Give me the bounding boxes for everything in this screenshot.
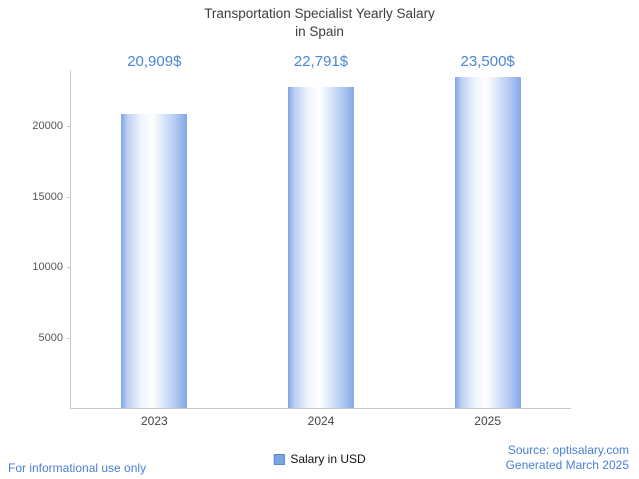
- source-link[interactable]: Source: optisalary.com: [507, 443, 629, 457]
- legend-marker-icon: [273, 453, 285, 465]
- bar-2024: [288, 87, 354, 408]
- y-axis-tick-label: 5000: [38, 331, 63, 344]
- bar-value-label: 20,909$: [127, 53, 182, 70]
- y-axis-tick-mark: [67, 267, 71, 269]
- bar-2025: [454, 77, 521, 408]
- y-axis-tick-label: 10000: [32, 261, 63, 274]
- y-axis-tick-label: 15000: [32, 190, 63, 203]
- disclaimer-text: For informational use only: [8, 461, 147, 475]
- y-axis-tick-mark: [67, 337, 71, 339]
- plot-area: 5000 10000 15000 20000 20,909$ 2023 22,791$ 202…: [32, 53, 571, 428]
- legend-label: Salary in USD: [290, 452, 366, 466]
- x-axis-tick-label: 2024: [307, 414, 335, 428]
- chart-title-line2: in Spain: [295, 24, 344, 39]
- legend: Salary in USD: [273, 452, 366, 466]
- bar-2023: [121, 114, 188, 408]
- y-axis-tick-label: 20000: [32, 120, 63, 133]
- attribution: Source: optisalary.com Generated March 2…: [506, 443, 629, 473]
- bar-value-label: 23,500$: [460, 53, 515, 70]
- x-axis-tick-label: 2025: [474, 414, 501, 428]
- chart-title-line1: Transportation Specialist Yearly Salary: [204, 6, 435, 21]
- x-axis-tick-label: 2023: [140, 414, 168, 428]
- chart-title: Transportation Specialist Yearly Salary …: [0, 5, 639, 41]
- generated-date: Generated March 2025: [505, 458, 629, 472]
- y-axis-tick-mark: [67, 196, 71, 198]
- y-axis-tick-mark: [67, 126, 71, 128]
- bar-value-label: 22,791$: [293, 53, 349, 70]
